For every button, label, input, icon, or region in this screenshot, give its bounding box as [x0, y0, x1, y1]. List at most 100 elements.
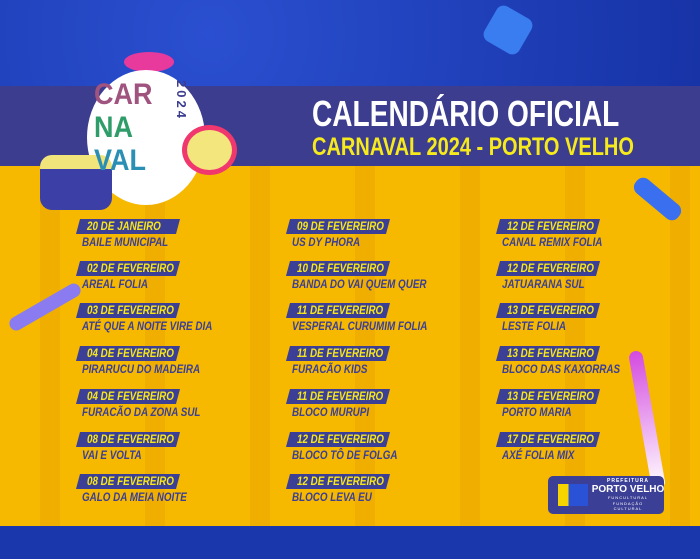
event-name: BAILE MUNICIPAL	[82, 235, 169, 249]
tambourine-icon	[182, 125, 237, 175]
event-date-tag: 11 DE FEVEREIRO	[285, 389, 391, 404]
event-item: 17 DE FEVEREIRO AXÉ FOLIA MIX	[495, 432, 601, 462]
event-date-tag: 12 DE FEVEREIRO	[285, 474, 391, 489]
event-date: 03 DE FEVEREIRO	[87, 303, 174, 317]
event-name: AXÉ FOLIA MIX	[502, 448, 575, 462]
event-date-tag: 04 DE FEVEREIRO	[75, 346, 181, 361]
event-name: AREAL FOLIA	[82, 277, 148, 291]
event-date: 13 DE FEVEREIRO	[507, 346, 594, 360]
top-glitter-background	[0, 0, 700, 86]
event-date: 11 DE FEVEREIRO	[297, 389, 384, 403]
event-name: BLOCO TÔ DE FOLGA	[292, 448, 398, 462]
event-name: LESTE FOLIA	[502, 319, 566, 333]
event-item: 12 DE FEVEREIRO JATUARANA SUL	[495, 261, 603, 291]
event-name: JATUARANA SUL	[502, 277, 585, 291]
event-item: 13 DE FEVEREIRO PORTO MARIA	[495, 389, 601, 419]
event-item: 04 DE FEVEREIRO PIRARUCU DO MADEIRA	[75, 346, 226, 376]
event-date-tag: 03 DE FEVEREIRO	[75, 303, 181, 318]
event-item: 12 DE FEVEREIRO BLOCO TÔ DE FOLGA	[285, 432, 421, 462]
drum-icon	[40, 155, 112, 210]
event-item: 11 DE FEVEREIRO VESPERAL CURUMIM FOLIA	[285, 303, 457, 333]
event-date-tag: 13 DE FEVEREIRO	[495, 389, 601, 404]
event-item: 04 DE FEVEREIRO FURACÃO DA ZONA SUL	[75, 389, 226, 419]
event-date: 12 DE FEVEREIRO	[297, 432, 384, 446]
event-name: VAI E VOLTA	[82, 448, 142, 462]
logo-prefeitura: PREFEITURA	[607, 478, 649, 484]
event-date-tag: 02 DE FEVEREIRO	[75, 261, 181, 276]
event-date-tag: 10 DE FEVEREIRO	[285, 261, 391, 276]
event-date: 12 DE FEVEREIRO	[507, 219, 594, 233]
event-date: 10 DE FEVEREIRO	[297, 261, 384, 275]
event-date: 13 DE FEVEREIRO	[507, 303, 594, 317]
event-name: BANDA DO VAI QUEM QUER	[292, 277, 427, 291]
event-item: 13 DE FEVEREIRO BLOCO DAS KAXORRAS	[495, 346, 646, 376]
event-date: 12 DE FEVEREIRO	[297, 474, 384, 488]
event-name: US DY PHORA	[292, 235, 361, 249]
event-name: ATÉ QUE A NOITE VIRE DIA	[82, 319, 213, 333]
event-date: 20 DE JANEIRO	[87, 219, 161, 233]
event-date-tag: 09 DE FEVEREIRO	[285, 219, 391, 234]
event-date: 13 DE FEVEREIRO	[507, 389, 594, 403]
bottom-glitter-background	[0, 526, 700, 559]
event-date-tag: 12 DE FEVEREIRO	[285, 432, 391, 447]
event-name: BLOCO LEVA EU	[292, 490, 372, 504]
logo-line-val: VAL	[94, 144, 147, 177]
event-item: 10 DE FEVEREIRO BANDA DO VAI QUEM QUER	[285, 261, 456, 291]
event-item: 20 DE JANEIRO BAILE MUNICIPAL	[75, 219, 187, 249]
logo-cultural: CULTURAL	[613, 506, 643, 511]
logo-fundacao: FUNDAÇÃO	[612, 500, 644, 506]
event-date-tag: 11 DE FEVEREIRO	[285, 303, 391, 318]
event-name: VESPERAL CURUMIM FOLIA	[292, 319, 428, 333]
carnaval-logo: CAR NA VAL 2024	[32, 40, 262, 210]
event-date: 02 DE FEVEREIRO	[87, 261, 174, 275]
event-item: 02 DE FEVEREIRO AREAL FOLIA	[75, 261, 181, 291]
event-name: PORTO MARIA	[502, 405, 572, 419]
event-date: 08 DE FEVEREIRO	[87, 474, 174, 488]
event-item: 11 DE FEVEREIRO FURACÃO KIDS	[285, 346, 391, 376]
flag-icon	[558, 484, 588, 506]
event-item: 11 DE FEVEREIRO BLOCO MURUPI	[285, 389, 391, 419]
event-name: GALO DA MEIA NOITE	[82, 490, 187, 504]
event-date: 04 DE FEVEREIRO	[87, 346, 174, 360]
event-date-tag: 13 DE FEVEREIRO	[495, 303, 601, 318]
event-name: FURACÃO KIDS	[292, 362, 368, 376]
event-date-tag: 20 DE JANEIRO	[75, 219, 181, 234]
page-title: CALENDÁRIO OFICIAL	[312, 93, 620, 134]
prefeitura-porto-velho-logo: PREFEITURA PORTO VELHO FUNCULTURAL FUNDA…	[548, 476, 664, 514]
event-name: CANAL REMIX FOLIA	[502, 235, 603, 249]
event-date: 09 DE FEVEREIRO	[297, 219, 384, 233]
event-item: 03 DE FEVEREIRO ATÉ QUE A NOITE VIRE DIA	[75, 303, 241, 333]
event-date-tag: 12 DE FEVEREIRO	[495, 261, 601, 276]
event-date-tag: 11 DE FEVEREIRO	[285, 346, 391, 361]
event-date-tag: 17 DE FEVEREIRO	[495, 432, 601, 447]
event-date-tag: 12 DE FEVEREIRO	[495, 219, 601, 234]
event-name: PIRARUCU DO MADEIRA	[82, 362, 201, 376]
logo-year: 2024	[174, 80, 189, 121]
logo-line-car: CAR	[94, 78, 153, 111]
logo-line-na: NA	[94, 111, 134, 144]
event-date: 11 DE FEVEREIRO	[297, 346, 384, 360]
event-item: 12 DE FEVEREIRO CANAL REMIX FOLIA	[495, 219, 624, 249]
logo-funcultural: FUNCULTURAL	[607, 495, 649, 500]
mask-icon	[124, 52, 174, 72]
event-item: 13 DE FEVEREIRO LESTE FOLIA	[495, 303, 601, 333]
event-item: 08 DE FEVEREIRO VAI E VOLTA	[75, 432, 181, 462]
logo-text: CAR NA VAL	[94, 78, 159, 177]
event-item: 08 DE FEVEREIRO GALO DA MEIA NOITE	[75, 474, 210, 504]
page-subtitle: CARNAVAL 2024 - PORTO VELHO	[312, 133, 634, 161]
event-date-tag: 08 DE FEVEREIRO	[75, 432, 181, 447]
event-name: BLOCO MURUPI	[292, 405, 370, 419]
event-date-tag: 13 DE FEVEREIRO	[495, 346, 601, 361]
logo-porto-velho: PORTO VELHO	[591, 484, 665, 495]
event-item: 12 DE FEVEREIRO BLOCO LEVA EU	[285, 474, 391, 504]
event-date-tag: 04 DE FEVEREIRO	[75, 389, 181, 404]
event-date: 11 DE FEVEREIRO	[297, 303, 384, 317]
event-date: 08 DE FEVEREIRO	[87, 432, 174, 446]
event-name: FURACÃO DA ZONA SUL	[82, 405, 201, 419]
event-item: 09 DE FEVEREIRO US DY PHORA	[285, 219, 391, 249]
event-date: 04 DE FEVEREIRO	[87, 389, 174, 403]
event-date: 17 DE FEVEREIRO	[507, 432, 594, 446]
event-date: 12 DE FEVEREIRO	[507, 261, 594, 275]
event-date-tag: 08 DE FEVEREIRO	[75, 474, 181, 489]
event-name: BLOCO DAS KAXORRAS	[502, 362, 621, 376]
